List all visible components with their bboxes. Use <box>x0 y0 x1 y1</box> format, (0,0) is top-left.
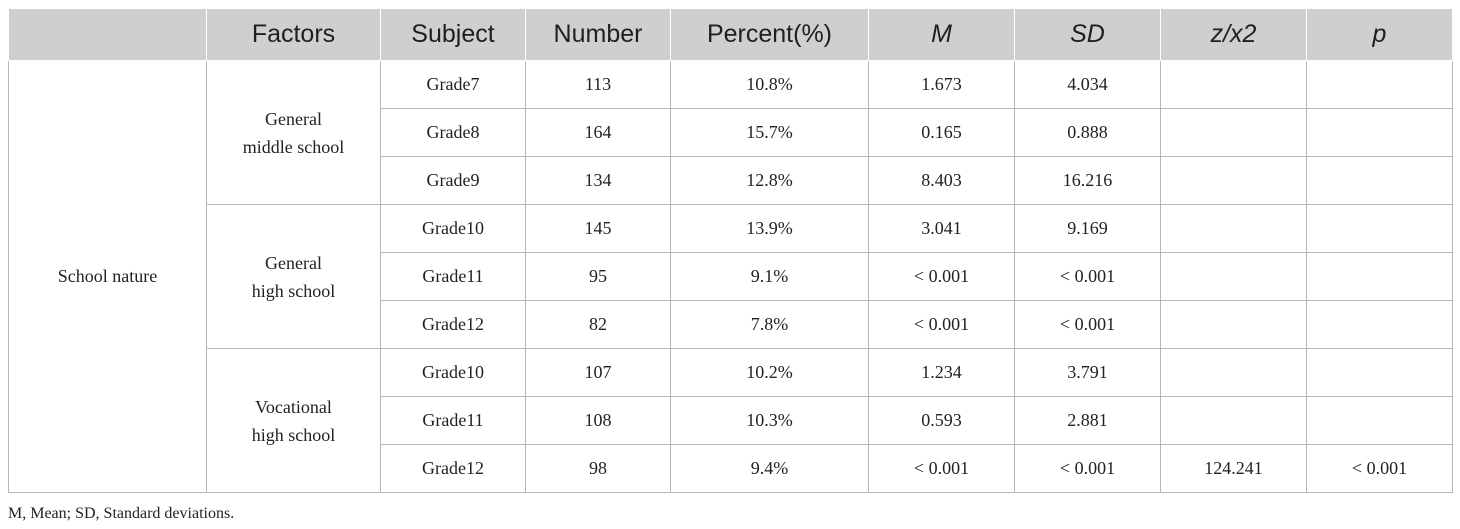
percent-cell: 7.8% <box>670 300 869 349</box>
p-cell <box>1306 156 1453 205</box>
percent-cell: 10.3% <box>670 396 869 445</box>
table-row: Grade8 164 15.7% 0.165 0.888 <box>9 108 1453 157</box>
p-cell <box>1306 300 1453 349</box>
sd-cell: < 0.001 <box>1014 300 1161 349</box>
z-cell <box>1160 108 1307 157</box>
number-cell: 107 <box>525 348 671 397</box>
header-sd: SD <box>1014 8 1161 61</box>
number-cell: 95 <box>525 252 671 301</box>
z-cell <box>1160 300 1307 349</box>
grade-cell: Grade9 <box>380 156 526 205</box>
table-row: Grade11 108 10.3% 0.593 2.881 <box>9 396 1453 445</box>
percent-cell: 10.2% <box>670 348 869 397</box>
group-name-cell: General high school <box>206 204 381 349</box>
number-cell: 98 <box>525 444 671 493</box>
header-empty <box>8 8 207 61</box>
header-p: p <box>1306 8 1453 61</box>
grade-cell: Grade10 <box>380 204 526 253</box>
sd-cell: 4.034 <box>1014 60 1161 109</box>
p-cell: < 0.001 <box>1306 444 1453 493</box>
factor-cell: School nature <box>8 60 207 493</box>
mean-cell: 0.593 <box>868 396 1015 445</box>
percent-cell: 9.4% <box>670 444 869 493</box>
number-cell: 113 <box>525 60 671 109</box>
statistics-table: Factors Subject Number Percent(%) M SD z… <box>8 8 1453 493</box>
grade-cell: Grade7 <box>380 60 526 109</box>
p-cell <box>1306 60 1453 109</box>
header-number: Number <box>525 8 671 61</box>
header-subject: Subject <box>380 8 526 61</box>
table-footnote: M, Mean; SD, Standard deviations. <box>8 505 235 522</box>
percent-cell: 15.7% <box>670 108 869 157</box>
group-name-line: high school <box>251 424 336 445</box>
z-cell <box>1160 348 1307 397</box>
grade-cell: Grade11 <box>380 252 526 301</box>
number-cell: 134 <box>525 156 671 205</box>
percent-cell: 13.9% <box>670 204 869 253</box>
p-cell <box>1306 252 1453 301</box>
grade-cell: Grade8 <box>380 108 526 157</box>
sd-cell: 0.888 <box>1014 108 1161 157</box>
header-percent: Percent(%) <box>670 8 869 61</box>
grade-cell: Grade10 <box>380 348 526 397</box>
mean-cell: < 0.001 <box>868 252 1015 301</box>
group-name-line: Vocational <box>255 396 332 417</box>
grade-cell: Grade12 <box>380 300 526 349</box>
sd-cell: < 0.001 <box>1014 444 1161 493</box>
sd-cell: < 0.001 <box>1014 252 1161 301</box>
mean-cell: < 0.001 <box>868 444 1015 493</box>
table-row: Grade12 82 7.8% < 0.001 < 0.001 <box>9 300 1453 349</box>
p-cell <box>1306 204 1453 253</box>
percent-cell: 12.8% <box>670 156 869 205</box>
sd-cell: 9.169 <box>1014 204 1161 253</box>
header-z-x2: z/x2 <box>1160 8 1307 61</box>
number-cell: 164 <box>525 108 671 157</box>
p-cell <box>1306 348 1453 397</box>
sd-cell: 16.216 <box>1014 156 1161 205</box>
header-row: Factors Subject Number Percent(%) M SD z… <box>8 8 1453 61</box>
sd-cell: 3.791 <box>1014 348 1161 397</box>
group-name-cell: General middle school <box>206 60 381 205</box>
mean-cell: 3.041 <box>868 204 1015 253</box>
p-cell <box>1306 396 1453 445</box>
table-row: Grade11 95 9.1% < 0.001 < 0.001 <box>9 252 1453 301</box>
mean-cell: 1.673 <box>868 60 1015 109</box>
number-cell: 145 <box>525 204 671 253</box>
table-row: Grade12 98 9.4% < 0.001 < 0.001 124.241 … <box>9 444 1453 493</box>
z-cell <box>1160 396 1307 445</box>
mean-cell: < 0.001 <box>868 300 1015 349</box>
group-name-line: high school <box>251 280 336 301</box>
z-cell <box>1160 60 1307 109</box>
z-cell: 124.241 <box>1160 444 1307 493</box>
z-cell <box>1160 156 1307 205</box>
grade-cell: Grade12 <box>380 444 526 493</box>
table-row: School nature General middle school Grade… <box>8 60 1453 493</box>
group-name-line: General <box>265 108 322 129</box>
table-row: Grade9 134 12.8% 8.403 16.216 <box>9 156 1453 205</box>
mean-cell: 1.234 <box>868 348 1015 397</box>
mean-cell: 0.165 <box>868 108 1015 157</box>
percent-cell: 10.8% <box>670 60 869 109</box>
number-cell: 108 <box>525 396 671 445</box>
number-cell: 82 <box>525 300 671 349</box>
header-factors: Factors <box>206 8 381 61</box>
mean-cell: 8.403 <box>868 156 1015 205</box>
table-row: Vocational high school Grade10 107 10.2% … <box>9 348 1453 493</box>
z-cell <box>1160 252 1307 301</box>
group-name-line: middle school <box>242 136 345 157</box>
percent-cell: 9.1% <box>670 252 869 301</box>
header-mean: M <box>868 8 1015 61</box>
z-cell <box>1160 204 1307 253</box>
table-row: General high school Grade10 145 13.9% 3.0… <box>9 204 1453 349</box>
grade-cell: Grade11 <box>380 396 526 445</box>
group-name-line: General <box>265 252 322 273</box>
group-name-cell: Vocational high school <box>206 348 381 493</box>
sd-cell: 2.881 <box>1014 396 1161 445</box>
p-cell <box>1306 108 1453 157</box>
